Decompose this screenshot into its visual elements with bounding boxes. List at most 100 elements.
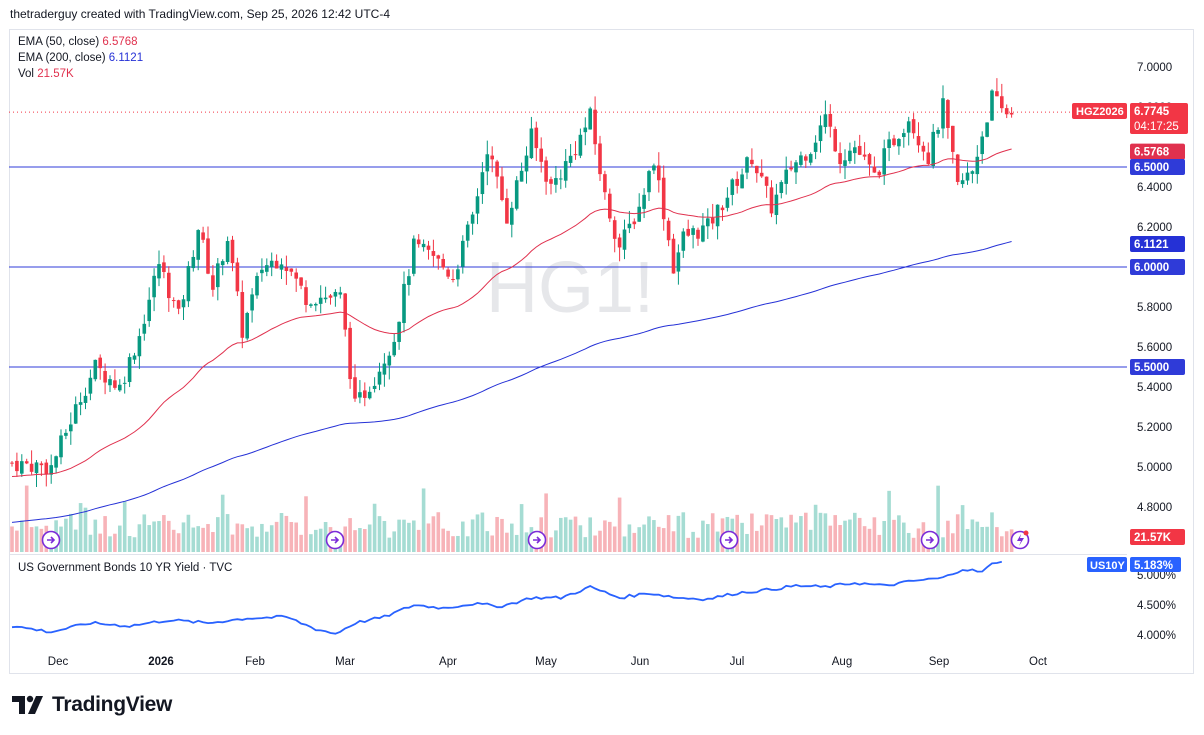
arrow-glyph [725,536,734,544]
candle-body [230,239,235,264]
volume-bar [975,521,980,552]
volume-bar [794,522,798,552]
volume-bar [147,525,151,552]
candle-body [39,463,44,466]
volume-bar [608,521,612,552]
candle-body [490,155,494,160]
volume-bar [563,517,568,552]
volume-bar [78,503,83,552]
candle-body [715,204,720,227]
volume-bar [818,512,823,552]
candle-body [853,147,857,154]
volume-bar [98,533,102,552]
price-tick-label: 5.0000 [1137,462,1172,474]
candle-body [201,232,205,240]
event-marker-icon[interactable] [325,530,345,550]
volume-bar [412,520,416,552]
legend-volume[interactable]: Vol 21.57K [18,67,74,82]
candle-body [113,380,117,388]
candle-body [10,462,14,464]
yield-last-value: 5.183% [1134,560,1173,572]
candle-body [598,143,602,175]
candle-body [960,180,965,185]
candle-body [377,371,382,385]
volume-bar [877,534,882,552]
tradingview-logo[interactable]: TradingView [12,693,172,717]
candle-body [882,148,886,175]
candle-body [318,297,323,304]
volume-bar [363,529,367,552]
candle-body [304,287,308,305]
candle-body [338,292,343,295]
volume-bar [191,527,196,552]
volume-bar [157,521,161,552]
volume-bar [955,514,960,552]
volume-bar [637,527,641,552]
price-tick-label: 6.2000 [1137,222,1172,234]
volume-bar [103,516,107,552]
candle-body [573,154,578,156]
candle-body [426,245,431,250]
event-marker-icon[interactable] [920,530,940,550]
candle-body [549,179,553,184]
candle-body [181,299,186,308]
volume-bar [902,522,906,552]
candle-body [559,178,563,180]
yield-symbol-tag-bg [1087,557,1127,572]
candle-body [706,218,710,227]
volume-bar [603,520,607,552]
volume-bar [892,519,896,552]
candle-body [446,269,450,277]
volume-bar [510,523,514,552]
yield-tick-label: 4.000% [1137,630,1176,642]
volume-bar [759,525,764,552]
candle-body [34,462,39,474]
candle-body [764,176,769,186]
candle-body [211,275,215,290]
candle-body [750,159,754,165]
legend-ema50-value: 6.5768 [102,36,138,48]
candle-body [122,382,127,384]
yield-tick-label: 4.500% [1137,600,1176,612]
volume-bar [269,525,274,552]
candle-body [416,239,421,245]
volume-bar [514,534,519,552]
event-marker-icon[interactable] [41,530,61,550]
volume-bar [578,525,583,552]
volume-bar [833,515,837,552]
candle-body [137,336,142,357]
time-tick-label: Oct [1029,656,1048,668]
candle-body [539,148,543,162]
time-tick-label: Mar [335,656,355,668]
volume-bar [588,517,592,552]
ema50-axis-label: 6.5768 [1134,147,1170,159]
arrow-glyph [331,536,340,544]
event-marker-icon[interactable] [719,530,739,550]
volume-bar [789,514,793,552]
candle-body [250,294,254,311]
time-tick-label: Sep [929,656,949,668]
volume-bar [951,533,955,552]
candle-body [583,127,588,133]
candle-body [431,251,436,256]
legend-ema200[interactable]: EMA (200, close) 6.1121 [18,51,143,66]
time-tick-label: Dec [48,656,69,668]
legend-ema50[interactable]: EMA (50, close) 6.5768 [18,35,138,50]
event-marker-icon[interactable] [1010,530,1030,550]
candle-body [142,323,147,334]
candle-body [681,231,686,251]
candle-body [1004,108,1009,115]
tradingview-logo-icon [12,695,43,714]
volume-bar [1004,531,1009,552]
candle-body [475,196,480,214]
candle-body [892,138,896,146]
event-marker-icon[interactable] [527,530,547,550]
candle-body [15,460,19,472]
volume-bar [475,514,480,552]
candle-body [1000,96,1004,109]
candle-body [833,129,837,152]
yield-tick-label: 5.000% [1137,570,1176,582]
volume-bar [706,524,710,552]
volume-bar [946,520,950,552]
